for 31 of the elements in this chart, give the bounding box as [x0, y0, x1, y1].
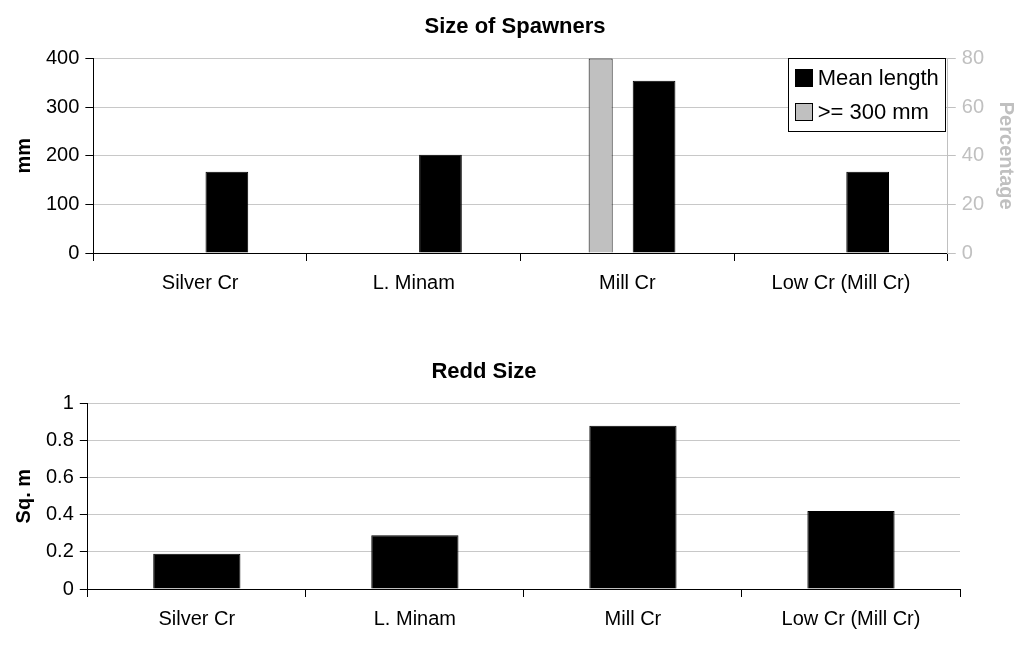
y-tick-label: 0.4: [45, 502, 74, 525]
x-tick-label: L. Minam: [373, 606, 456, 629]
legend-label: >= 300 mm: [817, 99, 929, 126]
y2-tick-label: 40: [961, 143, 984, 166]
y-tick-label: 0.2: [45, 539, 74, 562]
y-tick-label: 200: [45, 143, 80, 166]
y-tick-label: 400: [45, 45, 80, 68]
y-axis-title: mm: [11, 137, 34, 174]
x-tick-label: L. Minam: [372, 270, 455, 293]
y2-tick-label: 20: [961, 191, 984, 214]
y-tick-label: 0.6: [45, 465, 74, 488]
y-tick-label: 300: [45, 94, 80, 117]
y2-tick-label: 0: [961, 240, 973, 263]
y-tick-label: 0: [68, 240, 80, 263]
x-tick-label: Silver Cr: [158, 606, 236, 629]
legend-label: Mean length: [817, 65, 939, 92]
x-tick-label: Mill Cr: [599, 270, 657, 293]
chart-title: Size of Spawners: [424, 13, 606, 39]
y-tick-label: 100: [45, 191, 80, 214]
y-axis-title: Sq. m: [11, 468, 34, 524]
y-tick-label: 0.8: [45, 428, 74, 451]
x-tick-label: Low Cr (Mill Cr): [781, 606, 921, 629]
y2-axis-title: Percentage: [996, 101, 1019, 210]
y2-tick-label: 60: [961, 94, 984, 117]
y2-tick-label: 80: [961, 45, 984, 68]
x-tick-label: Mill Cr: [604, 606, 662, 629]
y-tick-label: 0: [62, 576, 74, 599]
y-tick-label: 1: [62, 390, 74, 413]
chart-title: Redd Size: [431, 358, 537, 384]
x-tick-label: Silver Cr: [161, 270, 239, 293]
x-tick-label: Low Cr (Mill Cr): [771, 270, 911, 293]
